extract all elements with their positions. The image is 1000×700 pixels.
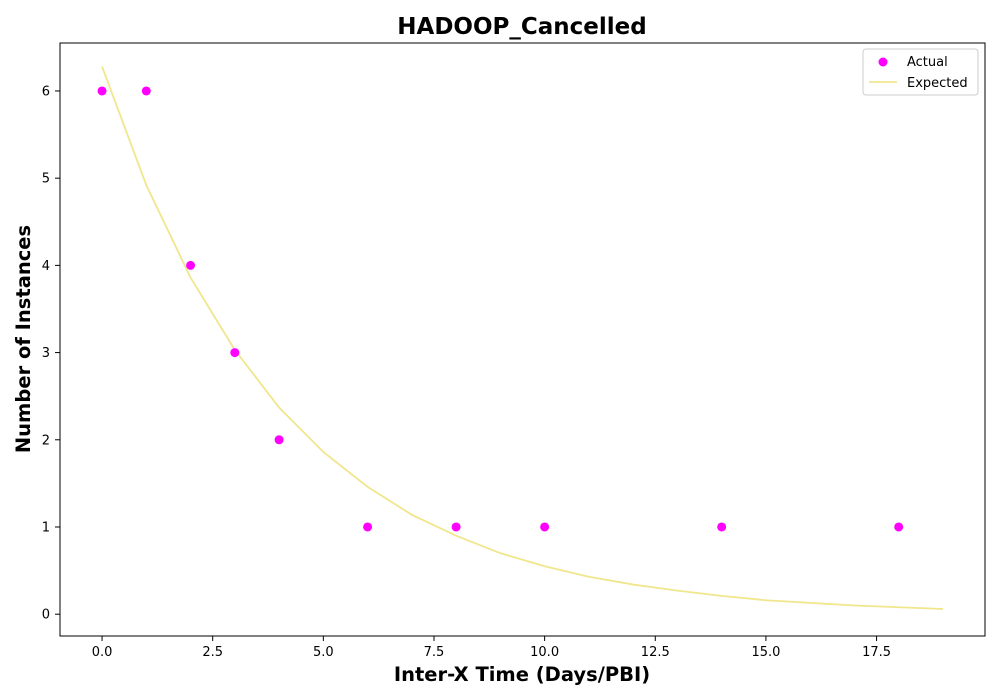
- actual-point: [97, 86, 107, 96]
- y-tick-label: 6: [42, 84, 50, 99]
- y-tick-label: 2: [42, 433, 50, 448]
- x-tick-label: 0.0: [92, 645, 113, 660]
- y-tick-label: 1: [42, 520, 50, 535]
- x-tick-label: 12.5: [641, 645, 670, 660]
- legend-box: [862, 48, 979, 96]
- y-tick-label: 3: [42, 346, 50, 361]
- y-axis-title: Number of Instances: [12, 225, 35, 453]
- legend-actual-marker: [878, 57, 888, 67]
- actual-point: [230, 348, 240, 358]
- y-tick-label: 5: [42, 172, 50, 187]
- x-tick-label: 10.0: [530, 645, 559, 660]
- actual-point: [274, 435, 284, 445]
- actual-point: [186, 260, 196, 270]
- actual-point: [717, 522, 727, 532]
- plot-area: [59, 42, 986, 637]
- legend: Actual Expected: [862, 48, 979, 96]
- actual-point: [451, 522, 461, 532]
- actual-point: [894, 522, 904, 532]
- legend-actual-label: Actual: [907, 55, 948, 70]
- actual-point: [540, 522, 550, 532]
- x-tick-label: 5.0: [313, 645, 334, 660]
- chart-title: HADOOP_Cancelled: [397, 14, 646, 40]
- actual-point: [141, 86, 151, 96]
- x-tick-label: 7.5: [424, 645, 445, 660]
- y-axis: 0 1 2 3 4 5 6: [42, 84, 60, 623]
- x-tick-label: 17.5: [862, 645, 891, 660]
- y-tick-label: 4: [42, 259, 50, 274]
- plot-frame: [59, 42, 986, 637]
- actual-point: [363, 522, 373, 532]
- x-axis: 0.0 2.5 5.0 7.5 10.0 12.5 15.0 17.5: [92, 636, 891, 660]
- expected-line: [101, 66, 943, 610]
- legend-expected-label: Expected: [907, 76, 968, 91]
- x-tick-label: 2.5: [202, 645, 223, 660]
- x-axis-title: Inter-X Time (Days/PBI): [394, 663, 650, 686]
- y-tick-label: 0: [42, 608, 50, 623]
- x-tick-label: 15.0: [751, 645, 780, 660]
